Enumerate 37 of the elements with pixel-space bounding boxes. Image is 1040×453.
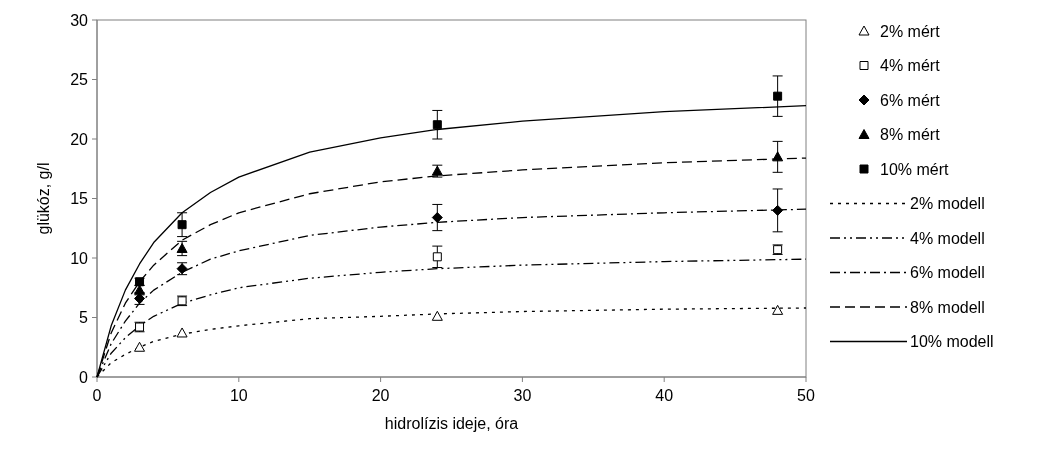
x-tick-label: 30 [513, 387, 532, 404]
legend-label: 6% modell [910, 264, 985, 282]
y-axis-title: glükóz, g/l [35, 162, 52, 235]
point [432, 120, 442, 130]
x-tick-label: 10 [229, 387, 248, 404]
x-axis-title: hidrolízis ideje, óra [384, 415, 519, 432]
point [772, 151, 784, 162]
point [431, 310, 443, 321]
x-tick-label: 0 [92, 387, 102, 404]
y-tick-label: 15 [70, 190, 89, 208]
point [432, 252, 442, 262]
y-tick-label: 10 [70, 249, 89, 267]
legend-label: 4% modell [910, 229, 985, 247]
point [772, 204, 784, 216]
legend-label: 8% mért [880, 126, 941, 144]
point [772, 304, 784, 315]
x-tick-label: 50 [797, 387, 815, 404]
y-tick-label: 25 [70, 71, 89, 89]
x-tick-label: 40 [655, 387, 674, 404]
legend-label: 4% mért [880, 57, 941, 75]
legend-label: 6% mért [880, 91, 941, 109]
legend-label: 10% modell [910, 333, 994, 351]
y-tick-label: 0 [79, 368, 89, 386]
legend-label: 8% modell [910, 298, 985, 316]
point [176, 242, 188, 253]
point [177, 220, 187, 230]
x-tick-label: 20 [371, 387, 390, 404]
legend-label: 2% modell [910, 195, 985, 213]
legend-label: 10% mért [880, 160, 950, 178]
point [773, 91, 783, 101]
point [134, 341, 146, 352]
point [176, 327, 188, 338]
y-tick-label: 5 [79, 309, 89, 327]
legend-label: 2% mért [880, 22, 941, 40]
y-tick-label: 20 [70, 130, 89, 148]
point [431, 212, 443, 224]
y-tick-label: 30 [70, 11, 89, 29]
